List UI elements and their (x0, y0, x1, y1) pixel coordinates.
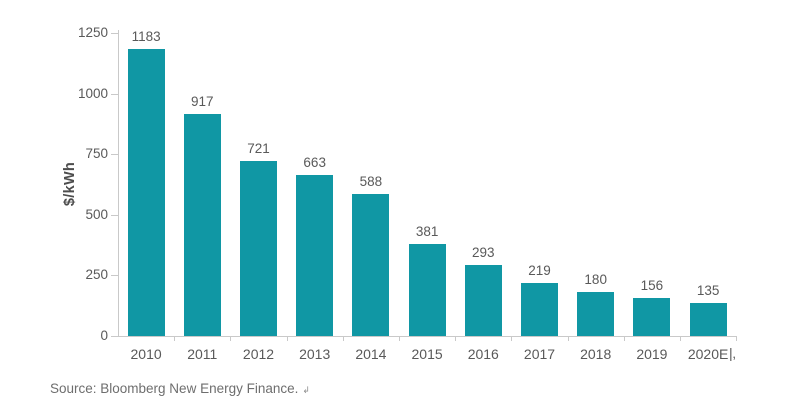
x-tick-label: 2015 (411, 346, 443, 362)
x-tick-label: 2016 (467, 346, 499, 362)
bar-value-label: 219 (528, 262, 551, 278)
bar-value-label: 588 (359, 173, 383, 189)
bar (296, 175, 334, 336)
bar-value-label: 381 (415, 223, 439, 239)
y-tick-label: 0 (100, 328, 108, 343)
bar-value-label: 293 (472, 245, 495, 260)
return-mark-icon: ↲ (302, 385, 310, 395)
y-axis-line (118, 30, 119, 337)
x-tick-label: 2014 (355, 346, 387, 362)
bar (689, 303, 727, 336)
x-axis-tick (511, 336, 512, 341)
bar (521, 282, 558, 336)
source-note: Source: Bloomberg New Energy Finance. ↲ (50, 381, 310, 396)
y-axis-tick (111, 33, 118, 34)
bar (577, 292, 615, 336)
bar (352, 193, 390, 336)
y-tick-label: 250 (85, 267, 108, 282)
x-tick-label: 2018 (580, 346, 612, 362)
bar (633, 298, 671, 336)
bar (127, 49, 165, 336)
x-axis-tick (174, 336, 175, 341)
x-axis-tick (287, 336, 288, 341)
y-tick-label: 1250 (77, 25, 108, 40)
bar (240, 161, 277, 336)
x-axis-tick (343, 336, 344, 341)
bar (408, 243, 446, 336)
x-tick-label: 2013 (299, 346, 331, 362)
x-axis-tick (230, 336, 231, 341)
x-axis-tick (455, 336, 456, 341)
y-axis-tick (111, 275, 118, 276)
bar (183, 113, 221, 336)
x-tick-label: 2019 (636, 346, 668, 362)
x-tick-label: 2020E (687, 346, 729, 362)
x-tick-label: 2012 (242, 346, 275, 362)
bar (464, 265, 502, 336)
y-tick-label: 750 (85, 146, 108, 161)
bar-value-label: 1183 (131, 29, 161, 45)
bar-value-label: 917 (191, 93, 214, 109)
x-axis-tick (624, 336, 625, 341)
x-axis-tick (680, 336, 681, 341)
y-axis-tick (111, 94, 118, 95)
bar-value-label: 156 (640, 278, 664, 294)
y-axis-tick (111, 154, 118, 155)
bar-value-label: 721 (247, 141, 270, 157)
x-tick-label: 2010 (130, 346, 162, 362)
source-note-text: Source: Bloomberg New Energy Finance. (50, 381, 299, 396)
y-axis-tick (111, 215, 118, 216)
y-axis-tick (111, 336, 118, 337)
x-axis-tick (399, 336, 400, 341)
x-axis-tick (736, 336, 737, 341)
y-tick-label: 500 (85, 207, 108, 222)
x-axis-tick (568, 336, 569, 341)
text-cursor-mark: |‚ (729, 345, 736, 361)
x-tick-label: 2017 (523, 346, 556, 362)
bar-value-label: 135 (696, 283, 720, 299)
x-axis-line (118, 336, 738, 337)
bar-value-label: 663 (303, 155, 326, 171)
x-tick-label: 2011 (187, 346, 218, 362)
y-tick-label: 1000 (77, 86, 108, 101)
bar-value-label: 180 (584, 272, 607, 288)
